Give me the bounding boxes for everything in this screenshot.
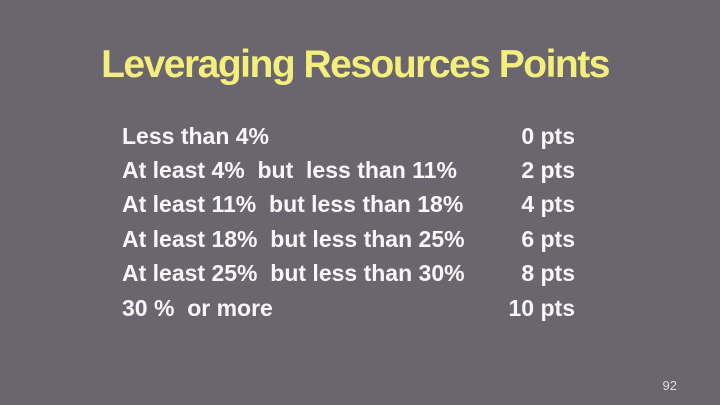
table-row: 30 % or more 10 pts (122, 291, 575, 325)
points-value: 10 pts (508, 294, 575, 321)
points-value: 4 pts (521, 191, 575, 218)
page-number: 92 (662, 378, 677, 393)
table-row: Less than 4% 0 pts (122, 119, 575, 153)
table-row: At least 4% but less than 11% 2 pts (122, 153, 575, 187)
points-value: 2 pts (521, 157, 575, 184)
points-value: 0 pts (521, 122, 575, 149)
range-label: At least 18% but less than 25% (122, 225, 465, 252)
range-label: 30 % or more (122, 294, 273, 321)
points-value: 6 pts (521, 225, 575, 252)
points-table: Less than 4% 0 pts At least 4% but less … (122, 119, 575, 325)
points-value: 8 pts (521, 260, 575, 287)
table-row: At least 18% but less than 25% 6 pts (122, 222, 575, 256)
range-label: Less than 4% (122, 122, 269, 149)
table-row: At least 11% but less than 18% 4 pts (122, 188, 575, 222)
table-row: At least 25% but less than 30% 8 pts (122, 257, 575, 291)
slide-title: Leveraging Resources Points (101, 43, 610, 86)
range-label: At least 11% but less than 18% (122, 191, 464, 218)
range-label: At least 25% but less than 30% (122, 260, 465, 287)
range-label: At least 4% but less than 11% (122, 157, 457, 184)
